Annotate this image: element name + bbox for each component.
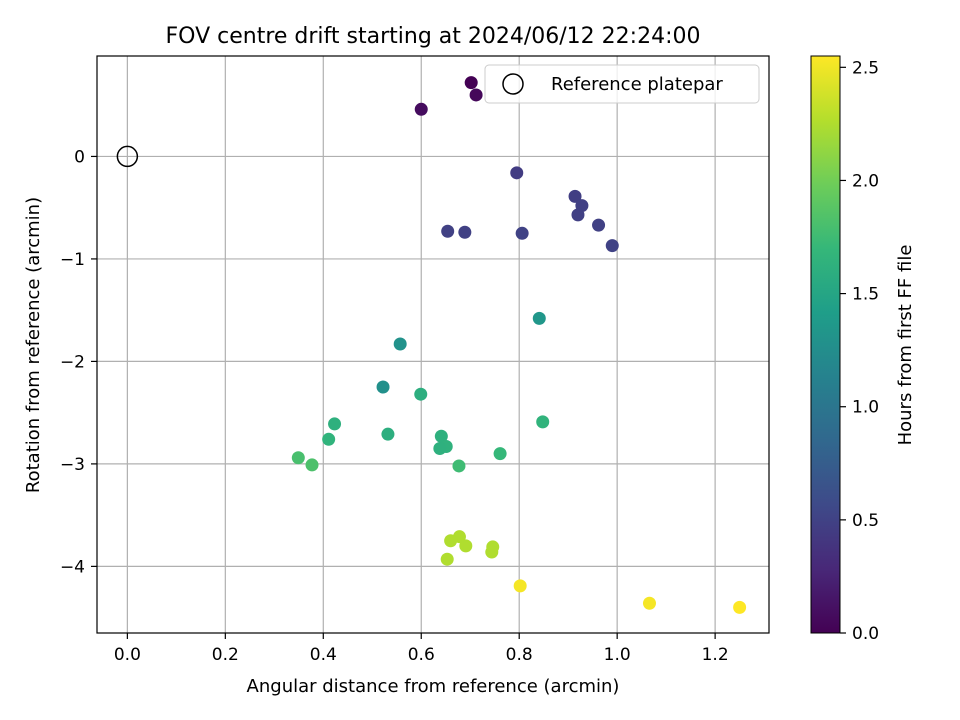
plot-frame xyxy=(96,55,770,634)
data-point xyxy=(305,458,319,472)
data-point xyxy=(605,239,619,253)
y-tick-label: −4 xyxy=(60,557,85,577)
x-tick-label: 1.2 xyxy=(702,645,729,665)
data-point xyxy=(536,415,550,429)
legend-marker xyxy=(502,73,524,95)
y-axis-label: Rotation from reference (arcmin) xyxy=(23,197,44,493)
data-point xyxy=(510,166,524,180)
data-point xyxy=(469,88,483,102)
y-tick-label: 0 xyxy=(74,147,85,167)
colorbar-tick-label: 1.5 xyxy=(852,285,879,305)
data-point xyxy=(568,189,582,203)
y-tick-label: −3 xyxy=(60,455,85,475)
data-point xyxy=(444,534,458,548)
data-point xyxy=(592,218,606,232)
data-point xyxy=(414,102,428,116)
data-point xyxy=(452,459,466,473)
grid-lines xyxy=(97,56,769,633)
data-points xyxy=(116,76,747,614)
colorbar-tick-label: 1.0 xyxy=(852,398,879,418)
y-tick-label: −1 xyxy=(60,250,85,270)
colorbar-tick-label: 0.0 xyxy=(852,624,879,644)
data-point xyxy=(328,417,342,431)
x-tick-label: 0.6 xyxy=(408,645,435,665)
data-point xyxy=(515,226,529,240)
data-point xyxy=(459,539,473,553)
data-point xyxy=(433,442,447,456)
colorbar: 0.0 0.5 1.0 1.5 2.0 2.5 Hours from first FF f… xyxy=(810,55,916,644)
x-tick-label: 0.4 xyxy=(310,645,337,665)
colorbar-tick-label: 2.0 xyxy=(852,171,879,191)
legend-label: Reference platepar xyxy=(551,74,723,95)
data-point xyxy=(381,427,395,441)
y-axis-ticks: 0 −1 −2 −3 −4 xyxy=(60,147,97,577)
data-point xyxy=(434,429,448,443)
data-point xyxy=(414,387,428,401)
colorbar-tick-label: 2.5 xyxy=(852,58,879,78)
legend: Reference platepar xyxy=(484,64,760,104)
colorbar-label: Hours from first FF file xyxy=(895,245,916,446)
colorbar-gradient xyxy=(811,56,840,633)
data-point xyxy=(733,600,747,614)
data-point xyxy=(642,596,656,610)
x-tick-label: 0.8 xyxy=(506,645,533,665)
chart-title: FOV centre drift starting at 2024/06/12 … xyxy=(166,24,701,49)
data-point xyxy=(322,432,336,446)
data-point xyxy=(376,380,390,394)
colorbar-tick-label: 0.5 xyxy=(852,511,879,531)
data-point xyxy=(464,76,478,90)
x-tick-label: 0.0 xyxy=(114,645,141,665)
colorbar-ticks: 0.0 0.5 1.0 1.5 2.0 2.5 xyxy=(840,58,879,644)
data-point xyxy=(393,337,407,351)
data-point xyxy=(493,447,507,461)
data-point xyxy=(532,311,546,325)
colorbar-frame xyxy=(810,55,841,634)
data-point xyxy=(441,224,455,238)
x-axis-label: Angular distance from reference (arcmin) xyxy=(247,676,620,697)
data-point xyxy=(458,225,472,239)
data-point xyxy=(571,208,585,222)
y-tick-label: −2 xyxy=(60,352,85,372)
x-tick-label: 1.0 xyxy=(604,645,631,665)
legend-box xyxy=(484,64,760,104)
reference-marker xyxy=(116,145,139,168)
data-point xyxy=(485,545,499,559)
data-point xyxy=(291,451,305,465)
data-point xyxy=(513,579,527,593)
x-tick-label: 0.2 xyxy=(212,645,239,665)
data-point xyxy=(440,552,454,566)
x-axis-ticks: 0.0 0.2 0.4 0.6 0.8 1.0 1.2 xyxy=(114,633,729,665)
